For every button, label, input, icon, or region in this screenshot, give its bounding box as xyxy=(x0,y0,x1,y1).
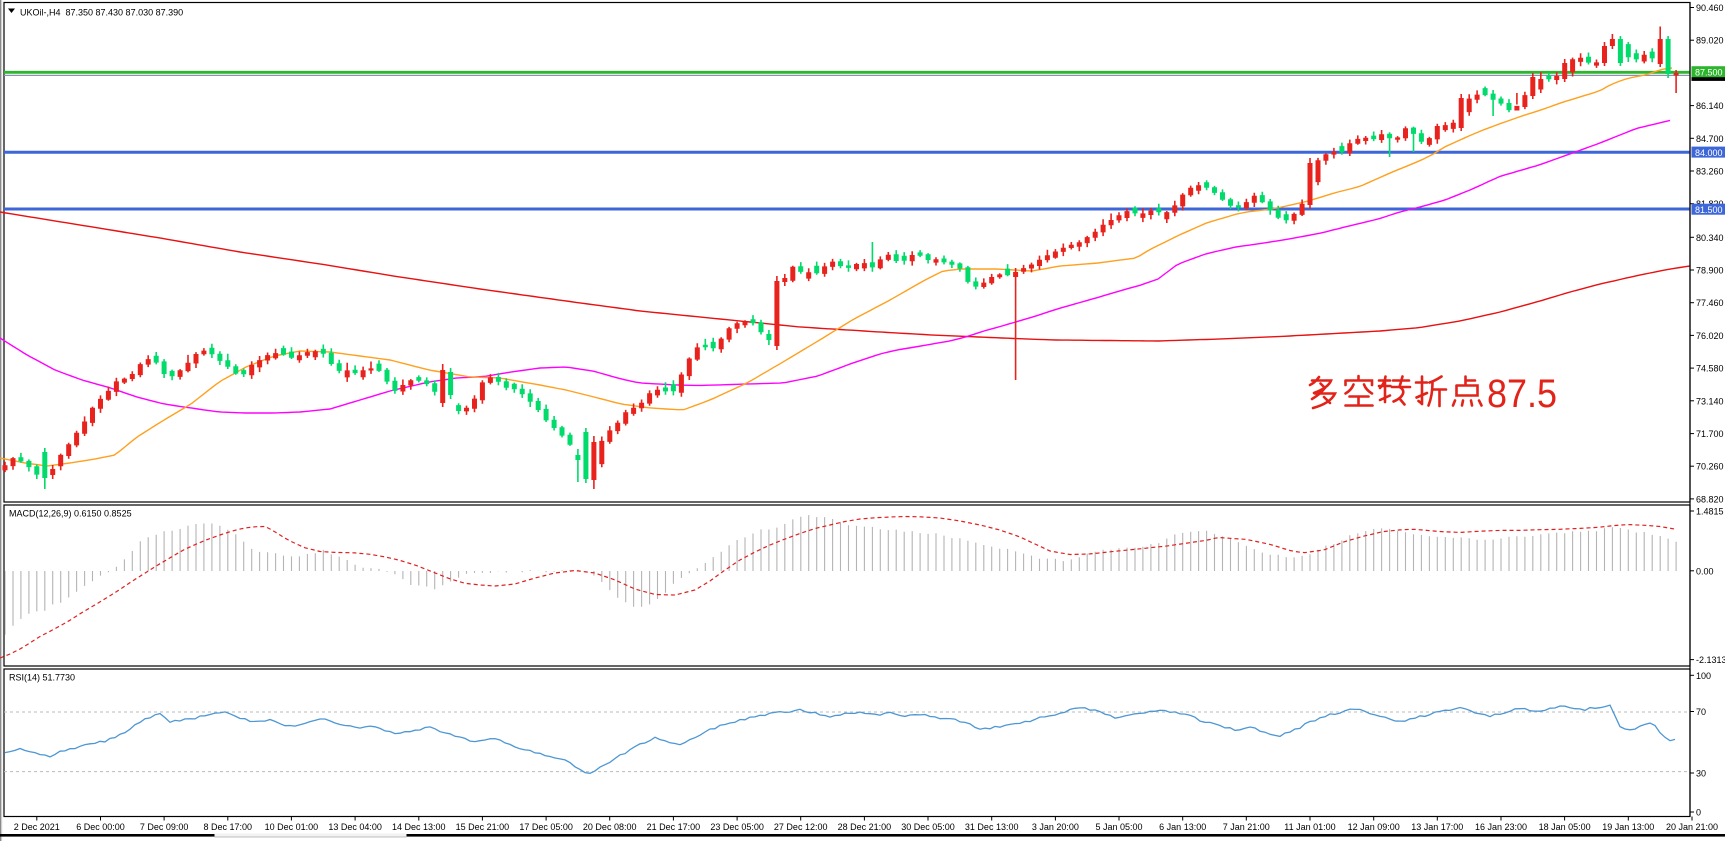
svg-text:30: 30 xyxy=(1696,769,1706,779)
svg-text:68.820: 68.820 xyxy=(1696,494,1724,504)
svg-text:14 Dec 13:00: 14 Dec 13:00 xyxy=(392,822,446,832)
svg-text:23 Dec 05:00: 23 Dec 05:00 xyxy=(710,822,764,832)
svg-text:21 Dec 17:00: 21 Dec 17:00 xyxy=(647,822,701,832)
svg-text:84.700: 84.700 xyxy=(1696,134,1724,144)
svg-text:76.020: 76.020 xyxy=(1696,331,1724,341)
svg-text:86.140: 86.140 xyxy=(1696,101,1724,111)
svg-text:7 Jan 21:00: 7 Jan 21:00 xyxy=(1223,822,1270,832)
svg-text:70: 70 xyxy=(1696,707,1706,717)
svg-text:83.260: 83.260 xyxy=(1696,167,1724,177)
svg-text:73.140: 73.140 xyxy=(1696,396,1724,406)
svg-text:30 Dec 05:00: 30 Dec 05:00 xyxy=(901,822,955,832)
svg-text:6 Dec 00:00: 6 Dec 00:00 xyxy=(76,822,125,832)
svg-text:RSI(14) 51.7730: RSI(14) 51.7730 xyxy=(9,673,75,683)
svg-text:28 Dec 21:00: 28 Dec 21:00 xyxy=(838,822,892,832)
svg-text:74.580: 74.580 xyxy=(1696,364,1724,374)
svg-text:78.900: 78.900 xyxy=(1696,266,1724,276)
svg-text:100: 100 xyxy=(1696,671,1711,681)
svg-text:20 Jan 21:00: 20 Jan 21:00 xyxy=(1666,822,1718,832)
svg-text:13 Dec 04:00: 13 Dec 04:00 xyxy=(328,822,382,832)
svg-text:13 Jan 17:00: 13 Jan 17:00 xyxy=(1411,822,1463,832)
svg-text:16 Jan 23:00: 16 Jan 23:00 xyxy=(1475,822,1527,832)
svg-text:11 Jan 01:00: 11 Jan 01:00 xyxy=(1284,822,1335,832)
svg-text:0: 0 xyxy=(1696,808,1701,818)
svg-text:20 Dec 08:00: 20 Dec 08:00 xyxy=(583,822,637,832)
svg-text:MACD(12,26,9) 0.6150 0.8525: MACD(12,26,9) 0.6150 0.8525 xyxy=(9,509,132,519)
svg-text:77.460: 77.460 xyxy=(1696,298,1724,308)
svg-text:18 Jan 05:00: 18 Jan 05:00 xyxy=(1539,822,1591,832)
svg-text:81.500: 81.500 xyxy=(1695,205,1723,215)
svg-text:15 Dec 21:00: 15 Dec 21:00 xyxy=(456,822,510,832)
svg-text:19 Jan 13:00: 19 Jan 13:00 xyxy=(1602,822,1654,832)
svg-text:27 Dec 12:00: 27 Dec 12:00 xyxy=(774,822,828,832)
svg-text:UKOil-,H4 87.350 87.430 87.03: UKOil-,H4 87.350 87.430 87.030 87.390 xyxy=(20,8,183,18)
svg-text:87.5: 87.5 xyxy=(1487,372,1557,416)
svg-text:2 Dec 2021: 2 Dec 2021 xyxy=(14,822,60,832)
svg-text:12 Jan 09:00: 12 Jan 09:00 xyxy=(1348,822,1400,832)
svg-text:84.000: 84.000 xyxy=(1695,148,1723,158)
svg-text:89.020: 89.020 xyxy=(1696,36,1724,46)
svg-text:8 Dec 17:00: 8 Dec 17:00 xyxy=(204,822,253,832)
svg-text:90.460: 90.460 xyxy=(1696,3,1724,13)
svg-text:-2.1313: -2.1313 xyxy=(1696,655,1725,665)
svg-text:17 Dec 05:00: 17 Dec 05:00 xyxy=(519,822,573,832)
svg-text:80.340: 80.340 xyxy=(1696,233,1724,243)
svg-text:6 Jan 13:00: 6 Jan 13:00 xyxy=(1159,822,1206,832)
svg-text:0.00: 0.00 xyxy=(1696,566,1714,576)
svg-text:87.500: 87.500 xyxy=(1695,67,1723,77)
svg-text:10 Dec 01:00: 10 Dec 01:00 xyxy=(265,822,319,832)
svg-text:70.260: 70.260 xyxy=(1696,462,1724,472)
svg-text:5 Jan 05:00: 5 Jan 05:00 xyxy=(1095,822,1142,832)
svg-text:3 Jan 20:00: 3 Jan 20:00 xyxy=(1032,822,1079,832)
svg-text:1.4815: 1.4815 xyxy=(1696,507,1724,517)
svg-text:71.700: 71.700 xyxy=(1696,429,1724,439)
svg-text:31 Dec 13:00: 31 Dec 13:00 xyxy=(965,822,1019,832)
svg-text:7 Dec 09:00: 7 Dec 09:00 xyxy=(140,822,189,832)
